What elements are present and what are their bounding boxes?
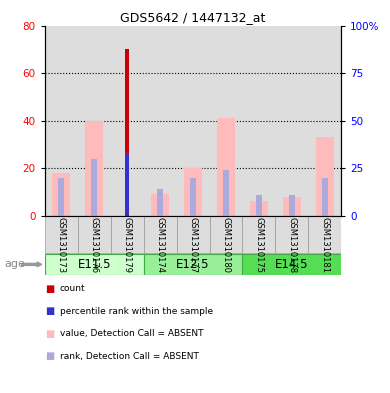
Bar (275, 216, 308, 253)
Bar (209, 26, 243, 216)
Bar (283, 196, 301, 216)
Text: rank, Detection Call = ABSENT: rank, Detection Call = ABSENT (60, 352, 199, 360)
Bar (85, 121, 103, 216)
Text: GSM1310179: GSM1310179 (123, 217, 132, 274)
Bar (78, 216, 111, 253)
Bar (308, 26, 341, 216)
Bar (275, 26, 308, 216)
Bar (125, 153, 129, 216)
Bar (250, 202, 268, 216)
Text: GSM1310180: GSM1310180 (222, 217, 230, 274)
Bar (322, 178, 328, 216)
Bar (91, 159, 97, 216)
Title: GDS5642 / 1447132_at: GDS5642 / 1447132_at (121, 11, 266, 24)
Text: E12.5: E12.5 (176, 258, 210, 271)
Bar (217, 118, 235, 216)
Text: E14.5: E14.5 (275, 258, 308, 271)
Bar (157, 189, 163, 216)
Text: GSM1310178: GSM1310178 (287, 217, 296, 274)
Bar (177, 216, 209, 253)
Text: GSM1310181: GSM1310181 (320, 217, 329, 274)
Bar (111, 26, 144, 216)
Bar (177, 26, 209, 216)
Bar (78, 26, 111, 216)
Bar (209, 216, 243, 253)
Bar (45, 216, 78, 253)
Text: ■: ■ (45, 306, 54, 316)
Bar (308, 216, 341, 253)
Bar (52, 173, 70, 216)
Bar (144, 216, 177, 253)
Text: percentile rank within the sample: percentile rank within the sample (60, 307, 213, 316)
Text: GSM1310176: GSM1310176 (90, 217, 99, 274)
Bar (243, 26, 275, 216)
Bar (45, 26, 78, 216)
Text: ■: ■ (45, 329, 54, 339)
Text: GSM1310175: GSM1310175 (254, 217, 263, 274)
Text: GSM1310173: GSM1310173 (57, 217, 66, 274)
Bar (316, 137, 334, 216)
Bar (184, 168, 202, 216)
Bar (144, 254, 243, 275)
Text: GSM1310177: GSM1310177 (188, 217, 198, 274)
Bar (58, 178, 64, 216)
Text: age: age (4, 259, 25, 270)
Bar (243, 254, 341, 275)
Bar (151, 194, 169, 216)
Text: ■: ■ (45, 351, 54, 361)
Text: value, Detection Call = ABSENT: value, Detection Call = ABSENT (60, 329, 203, 338)
Text: ■: ■ (45, 284, 54, 294)
Bar (190, 178, 196, 216)
Text: E11.5: E11.5 (78, 258, 111, 271)
Bar (256, 195, 262, 216)
Bar (111, 216, 144, 253)
Bar (144, 26, 177, 216)
Bar (45, 254, 144, 275)
Bar (289, 195, 295, 216)
Text: GSM1310174: GSM1310174 (156, 217, 165, 274)
Text: count: count (60, 285, 85, 293)
Bar (243, 216, 275, 253)
Bar (223, 170, 229, 216)
Bar (125, 49, 129, 216)
